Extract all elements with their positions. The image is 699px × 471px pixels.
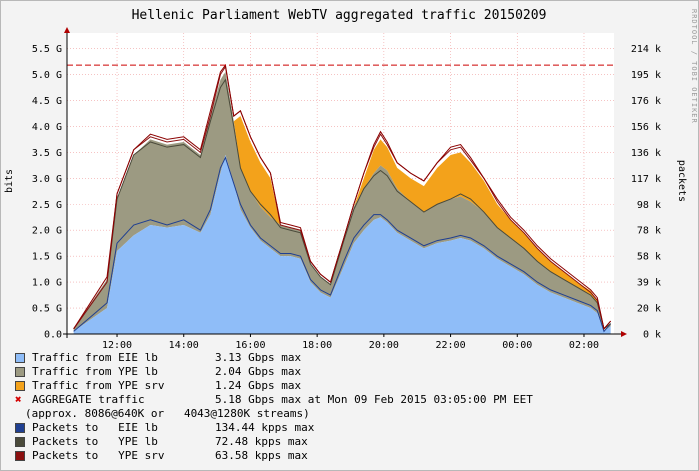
y-tick-label: 0.5 G <box>32 304 62 315</box>
y-tick-label: 2.5 G <box>32 200 62 211</box>
x-tick-label: 20:00 <box>369 340 399 351</box>
legend-label: AGGREGATE traffic <box>32 393 145 406</box>
y-tick-label: 0.0 <box>44 330 62 341</box>
y2-tick-label: 39 k <box>637 278 661 289</box>
y-tick-label: 4.0 G <box>32 122 62 133</box>
y-tick-label: 1.0 G <box>32 278 62 289</box>
x-tick-label: 02:00 <box>569 340 599 351</box>
y2-tick-label: 78 k <box>637 226 661 237</box>
legend-row-ype-srv: Traffic from YPE srv 1.24 Gbps max <box>15 379 301 393</box>
x-tick-label: 22:00 <box>436 340 466 351</box>
legend-label: Traffic from YPE srv <box>32 379 165 392</box>
legend: Traffic from EIE lb 3.13 Gbps max Traffi… <box>15 351 533 463</box>
legend-swatch-ype-lb <box>15 367 25 377</box>
legend-note-row: (approx. 8086@640K or 4043@1280K streams… <box>15 407 310 421</box>
legend-swatch-eie <box>15 353 25 363</box>
cross-icon: ✖ <box>15 393 22 406</box>
series-area-eie-lb <box>73 154 611 334</box>
legend-swatch-pkt-ype-lb <box>15 437 25 447</box>
y2-tick-label: 176 k <box>631 96 661 107</box>
y2-ticks: 0 k 20 k 39 k 58 k 78 k 98 k 117 k 136 k 156 k 17… <box>631 44 661 340</box>
legend-row-pkt-ype-srv: Packets to YPE srv 63.58 kpps max <box>15 449 308 463</box>
y-tick-label: 2.0 G <box>32 226 62 237</box>
legend-note: (approx. 8086@640K or 4043@1280K streams… <box>25 407 310 420</box>
legend-value: 134.44 kpps max <box>215 421 315 434</box>
series-line-packets-ype-lb <box>73 78 611 330</box>
legend-label: Traffic from YPE lb <box>32 365 158 378</box>
x-tick-label: 12:00 <box>102 340 132 351</box>
y-axis-arrow <box>64 27 70 33</box>
series-area-ype-lb <box>73 71 611 332</box>
legend-value: 5.18 Gbps max at Mon 09 Feb 2015 03:05:0… <box>215 393 533 406</box>
y2-tick-label: 117 k <box>631 174 661 185</box>
y2-tick-label: 0 k <box>643 330 661 341</box>
y-tick-label: 5.0 G <box>32 70 62 81</box>
y2-tick-label: 58 k <box>637 252 661 263</box>
series-line-aggregate <box>73 63 612 330</box>
y-axis-label: bits <box>4 169 15 193</box>
x-tick-label: 14:00 <box>169 340 199 351</box>
legend-row-pkt-ype-lb: Packets to YPE lb 72.48 kpps max <box>15 435 308 449</box>
y2-tick-label: 20 k <box>637 304 661 315</box>
legend-value: 1.24 Gbps max <box>215 379 302 392</box>
x-ticks: 12:00 14:00 16:00 18:00 20:00 22:00 00:00 02:00 <box>102 334 599 351</box>
y2-tick-label: 214 k <box>631 44 661 55</box>
legend-value: 3.13 Gbps max <box>215 351 302 364</box>
legend-swatch-ype-srv <box>15 381 25 391</box>
legend-swatch-pkt-eie <box>15 423 25 433</box>
y-tick-label: 4.5 G <box>32 96 62 107</box>
rrdtool-credit: RRDTOOL / TOBI OETIKER <box>690 9 698 124</box>
legend-value: 63.58 kpps max <box>215 449 308 462</box>
y-ticks: 0.0 0.5 G 1.0 G 1.5 G 2.0 G 2.5 G 3.0 G 3.5 G 4.… <box>32 44 62 340</box>
y-tick-label: 3.5 G <box>32 148 62 159</box>
series-lines <box>73 63 612 333</box>
x-tick-label: 16:00 <box>235 340 265 351</box>
legend-value: 2.04 Gbps max <box>215 365 302 378</box>
legend-row-ype-lb: Traffic from YPE lb 2.04 Gbps max <box>15 365 301 379</box>
y-tick-label: 1.5 G <box>32 252 62 263</box>
legend-row-eie: Traffic from EIE lb 3.13 Gbps max <box>15 351 301 365</box>
y2-tick-label: 156 k <box>631 122 661 133</box>
legend-row-aggregate: ✖ AGGREGATE traffic 5.18 Gbps max at Mon… <box>15 393 533 407</box>
y2-tick-label: 195 k <box>631 70 661 81</box>
series-areas <box>73 71 611 334</box>
legend-row-pkt-eie: Packets to EIE lb 134.44 kpps max <box>15 421 314 435</box>
y2-axis-label: packets <box>676 160 687 202</box>
legend-label: Traffic from EIE lb <box>32 351 158 364</box>
x-axis-arrow <box>621 331 627 337</box>
chart-title: Hellenic Parliament WebTV aggregated tra… <box>132 8 547 23</box>
legend-label: Packets to YPE lb <box>32 435 158 448</box>
y2-tick-label: 136 k <box>631 148 661 159</box>
legend-label: Packets to YPE srv <box>32 449 165 462</box>
x-tick-label: 00:00 <box>502 340 532 351</box>
legend-value: 72.48 kpps max <box>215 435 308 448</box>
legend-label: Packets to EIE lb <box>32 421 158 434</box>
y2-tick-label: 98 k <box>637 200 661 211</box>
series-line-packets-eie <box>73 156 612 333</box>
x-tick-label: 18:00 <box>302 340 332 351</box>
y-tick-label: 3.0 G <box>32 174 62 185</box>
y-tick-label: 5.5 G <box>32 44 62 55</box>
legend-swatch-pkt-ype-srv <box>15 451 25 461</box>
